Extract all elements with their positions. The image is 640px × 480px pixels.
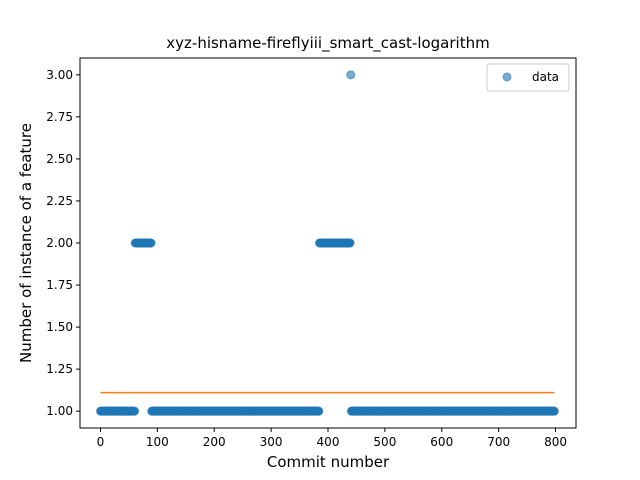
y-tick-label: 1.00 <box>46 404 73 418</box>
legend: data <box>486 63 570 92</box>
x-tick-label: 300 <box>260 435 283 449</box>
data-point <box>314 406 324 416</box>
y-tick-label: 2.25 <box>46 194 73 208</box>
x-axis-ticks: 0 100 200 300 400 500 600 700 800 <box>97 428 567 449</box>
x-tick-label: 400 <box>317 435 340 449</box>
x-axis-label: Commit number <box>267 453 390 471</box>
data-point <box>345 238 355 248</box>
y-tick-label: 2.50 <box>46 152 73 166</box>
data-point <box>130 406 140 416</box>
y-tick-label: 3.00 <box>46 68 73 82</box>
data-point <box>346 70 356 80</box>
data-point <box>549 406 559 416</box>
x-tick-label: 200 <box>203 435 226 449</box>
x-tick-label: 0 <box>97 435 105 449</box>
y-axis-label: Number of instance of a feature <box>17 123 35 363</box>
data-point <box>146 238 156 248</box>
y-tick-label: 1.25 <box>46 362 73 376</box>
x-tick-label: 600 <box>430 435 453 449</box>
y-tick-label: 2.75 <box>46 110 73 124</box>
x-tick-label: 500 <box>373 435 396 449</box>
x-tick-label: 800 <box>544 435 567 449</box>
x-tick-label: 700 <box>487 435 510 449</box>
y-tick-label: 1.50 <box>46 320 73 334</box>
legend-box <box>486 63 570 92</box>
chart-title: xyz-hisname-fireflyiii_smart_cast-logari… <box>166 34 489 53</box>
plot-marks <box>95 70 559 416</box>
x-tick-label: 100 <box>146 435 169 449</box>
y-tick-label: 2.00 <box>46 236 73 250</box>
legend-label-data: data <box>532 70 559 84</box>
legend-marker-data <box>502 72 512 82</box>
y-tick-label: 1.75 <box>46 278 73 292</box>
y-axis-ticks: 1.00 1.25 1.50 1.75 2.00 2.25 2.50 2.75 3.00 <box>46 68 80 418</box>
